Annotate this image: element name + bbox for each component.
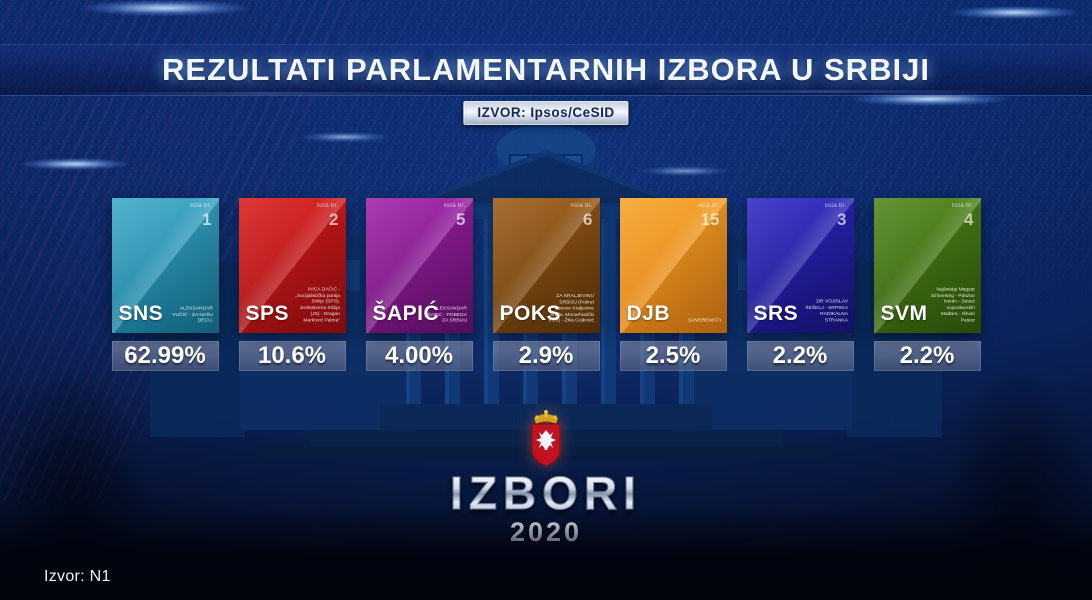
party-card: lista br. 15 DJB SUVERENISTI xyxy=(619,198,727,333)
party-abbr: SNS xyxy=(118,302,164,325)
party-card: lista br. 3 SRS DR VOJISLAV ŠEŠELJ - SRP… xyxy=(746,198,854,333)
party-abbr: ŠAPIĆ xyxy=(372,302,440,325)
logo-year: 2020 xyxy=(509,517,583,547)
party-card: lista br. 2 SPS IVICA DAČIĆ - „Socijalis… xyxy=(238,198,346,333)
lens-flare xyxy=(20,158,130,170)
party-result-svm: lista br. 4 SVM Vajdasági Magyar Szövets… xyxy=(873,198,981,371)
party-result-sapic: lista br. 5 ŠAPIĆ ALEKSANDAR ŠAPIĆ - POB… xyxy=(365,198,473,371)
party-abbr: SPS xyxy=(245,302,290,325)
result-percentage: 2.2% xyxy=(746,341,854,371)
result-percentage: 10.6% xyxy=(238,341,346,371)
results-row: lista br. 1 SNS ALEKSANDAR VUČIĆ - ZA NA… xyxy=(0,198,1092,371)
page-title: REZULTATI PARLAMENTARNIH IZBORA U SRBIJI xyxy=(162,52,930,87)
party-abbr: SVM xyxy=(880,302,928,325)
serbia-coat-of-arms-icon xyxy=(531,410,561,467)
ballot-list-number: lista br. 1 xyxy=(189,203,212,229)
poll-source-badge: IZVOR: Ipsos/CeSID xyxy=(463,101,629,125)
party-full-name: IVICA DAČIĆ - „Socijalistička partija Sr… xyxy=(294,287,340,323)
party-abbr: POKS xyxy=(499,302,562,325)
party-result-poks: lista br. 6 POKS ZA KRALJEVINU SRBIJU (P… xyxy=(492,198,600,371)
ballot-list-number: lista br. 3 xyxy=(824,203,847,229)
broadcaster-source-label: Izvor: N1 xyxy=(44,568,111,585)
party-card: lista br. 6 POKS ZA KRALJEVINU SRBIJU (P… xyxy=(492,198,600,333)
ballot-list-number: lista br. 15 xyxy=(697,203,720,229)
ballot-list-number: lista br. 6 xyxy=(570,203,593,229)
result-percentage: 62.99% xyxy=(111,341,219,371)
result-percentage: 2.5% xyxy=(619,341,727,371)
party-card: lista br. 1 SNS ALEKSANDAR VUČIĆ - ZA NA… xyxy=(111,198,219,333)
party-full-name: SUVERENISTI xyxy=(687,317,721,323)
party-card: lista br. 5 ŠAPIĆ ALEKSANDAR ŠAPIĆ - POB… xyxy=(365,198,473,333)
lens-flare xyxy=(300,132,390,142)
party-result-sps: lista br. 2 SPS IVICA DAČIĆ - „Socijalis… xyxy=(238,198,346,371)
ballot-list-number: lista br. 4 xyxy=(951,203,974,229)
party-abbr: DJB xyxy=(626,302,671,325)
title-band xyxy=(0,45,1092,95)
izbori-2020-logo: IZBORI 2020 xyxy=(0,408,1092,548)
ballot-list-number: lista br. 5 xyxy=(443,203,466,229)
party-card: lista br. 4 SVM Vajdasági Magyar Szövets… xyxy=(873,198,981,333)
result-percentage: 4.00% xyxy=(365,341,473,371)
party-full-name: ZA KRALJEVINU SRBIJU (Pokret obnove Kral… xyxy=(548,293,594,323)
party-abbr: SRS xyxy=(753,302,799,325)
party-full-name: ALEKSANDAR VUČIĆ - ZA NAŠU DECU. xyxy=(171,305,213,323)
result-percentage: 2.2% xyxy=(873,341,981,371)
result-percentage: 2.9% xyxy=(492,341,600,371)
lens-flare xyxy=(950,6,1080,19)
party-full-name: ALEKSANDAR ŠAPIĆ - POBEDA ZA SRBIJU xyxy=(426,305,467,323)
ballot-list-number: lista br. 2 xyxy=(316,203,339,229)
party-full-name: DR VOJISLAV ŠEŠELJ - SRPSKA RADIKALNA ST… xyxy=(804,299,848,323)
party-result-sns: lista br. 1 SNS ALEKSANDAR VUČIĆ - ZA NA… xyxy=(111,198,219,371)
lens-flare xyxy=(640,166,730,176)
logo-title: IZBORI xyxy=(0,470,1092,517)
party-full-name: Vajdasági Magyar Szövetség - Pásztor Ist… xyxy=(930,287,975,323)
lens-flare xyxy=(80,0,250,16)
party-result-srs: lista br. 3 SRS DR VOJISLAV ŠEŠELJ - SRP… xyxy=(746,198,854,371)
party-result-djb: lista br. 15 DJB SUVERENISTI 2.5% xyxy=(619,198,727,371)
